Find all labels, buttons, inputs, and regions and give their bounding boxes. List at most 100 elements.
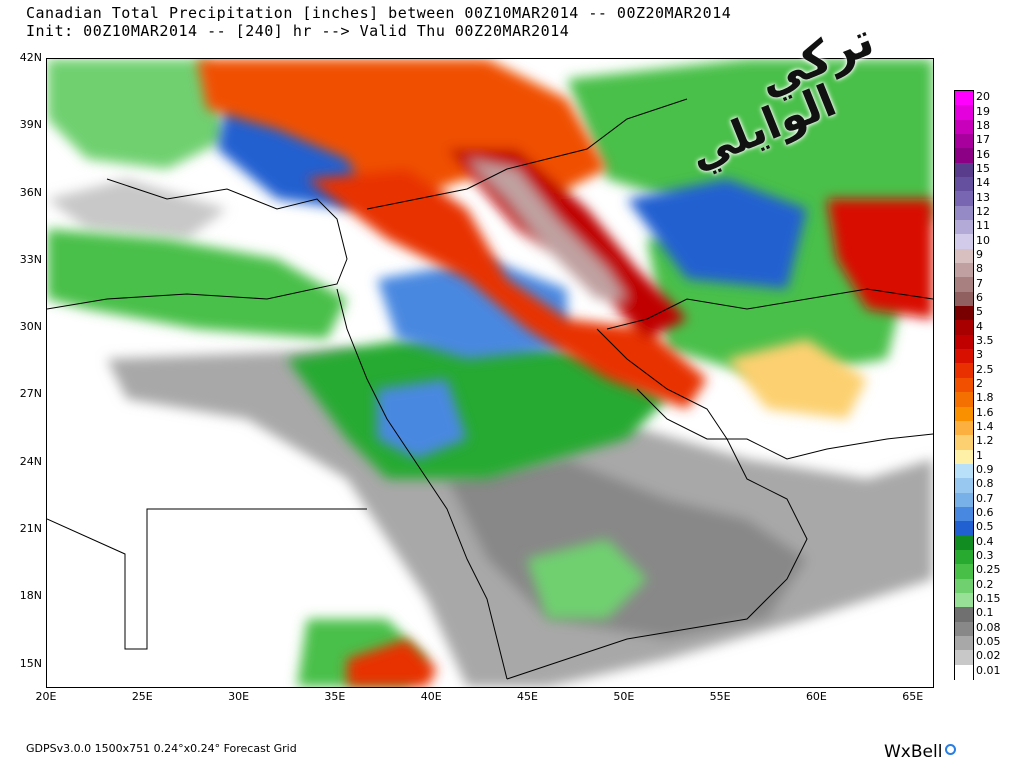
legend-swatch bbox=[955, 521, 973, 537]
legend-swatch bbox=[955, 234, 973, 250]
legend-swatch bbox=[955, 377, 973, 393]
latitude-tick-label: 18N bbox=[19, 589, 42, 603]
legend-swatch bbox=[955, 220, 973, 236]
legend-swatch bbox=[955, 320, 973, 336]
precipitation-map bbox=[46, 58, 934, 688]
legend-label: 0.25 bbox=[976, 563, 1001, 577]
watermark: تركي الوايلي bbox=[676, 12, 926, 194]
brand-logo: WxBell bbox=[884, 742, 957, 762]
brand-dot-icon bbox=[945, 744, 957, 755]
legend-swatch bbox=[955, 492, 973, 508]
legend-swatch bbox=[955, 406, 973, 422]
legend-label: 6 bbox=[976, 290, 983, 304]
legend-label: 2.5 bbox=[976, 362, 994, 376]
light-precip-gray bbox=[47, 179, 933, 687]
legend-swatch bbox=[955, 177, 973, 193]
legend-swatch bbox=[955, 162, 973, 178]
legend-label: 19 bbox=[976, 104, 990, 118]
legend-label: 14 bbox=[976, 176, 990, 190]
legend-label: 0.1 bbox=[976, 606, 994, 620]
legend-label: 16 bbox=[976, 147, 990, 161]
legend-label: 0.5 bbox=[976, 520, 994, 534]
longitude-tick-label: 55E bbox=[709, 690, 731, 703]
legend-label: 0.9 bbox=[976, 463, 994, 477]
legend-label: 0.8 bbox=[976, 477, 994, 491]
legend-swatch bbox=[955, 248, 973, 264]
longitude-tick-label: 30E bbox=[228, 690, 250, 703]
legend-label: 9 bbox=[976, 247, 983, 261]
longitude-tick-label: 20E bbox=[35, 690, 57, 703]
legend-label: 10 bbox=[976, 233, 990, 247]
legend-swatch bbox=[955, 363, 973, 379]
legend-label: 4 bbox=[976, 319, 983, 333]
legend-swatch bbox=[955, 392, 973, 408]
legend-swatch bbox=[955, 578, 973, 594]
legend-label: 0.6 bbox=[976, 506, 994, 520]
legend-swatch bbox=[955, 449, 973, 465]
legend-swatch bbox=[955, 263, 973, 279]
legend-label: 0.01 bbox=[976, 663, 1001, 677]
legend-swatch bbox=[955, 564, 973, 580]
latitude-tick-label: 33N bbox=[19, 252, 42, 266]
legend-label: 15 bbox=[976, 161, 990, 175]
latitude-tick-label: 39N bbox=[19, 118, 42, 132]
legend-swatch bbox=[955, 91, 973, 106]
legend-swatch bbox=[955, 478, 973, 494]
legend-swatch bbox=[955, 664, 973, 680]
legend-label: 3.5 bbox=[976, 333, 994, 347]
legend-label: 5 bbox=[976, 305, 983, 319]
footer-model-info: GDPSv3.0.0 1500x751 0.24°x0.24° Forecast… bbox=[26, 742, 297, 755]
legend-swatch bbox=[955, 435, 973, 451]
legend-label: 0.15 bbox=[976, 592, 1001, 606]
legend-swatch bbox=[955, 334, 973, 350]
legend-label: 0.2 bbox=[976, 577, 994, 591]
legend-swatch bbox=[955, 549, 973, 565]
map-canvas bbox=[47, 59, 933, 687]
legend-swatch bbox=[955, 635, 973, 651]
legend-label: 0.02 bbox=[976, 649, 1001, 663]
legend-label: 0.7 bbox=[976, 491, 994, 505]
legend-label: 12 bbox=[976, 204, 990, 218]
legend-swatch bbox=[955, 134, 973, 150]
legend-swatch bbox=[955, 306, 973, 322]
latitude-tick-label: 36N bbox=[19, 185, 42, 199]
legend-swatch bbox=[955, 277, 973, 293]
latitude-tick-label: 24N bbox=[19, 454, 42, 468]
legend-label: 17 bbox=[976, 133, 990, 147]
legend-swatch bbox=[955, 148, 973, 164]
longitude-tick-label: 35E bbox=[324, 690, 346, 703]
legend-swatch bbox=[955, 607, 973, 623]
latitude-tick-label: 15N bbox=[19, 656, 42, 670]
legend-swatch bbox=[955, 205, 973, 221]
longitude-tick-label: 40E bbox=[420, 690, 442, 703]
legend-swatch bbox=[955, 506, 973, 522]
precip-color-legend bbox=[954, 90, 974, 680]
latitude-tick-label: 42N bbox=[19, 51, 42, 64]
legend-label: 0.4 bbox=[976, 534, 994, 548]
longitude-tick-label: 50E bbox=[613, 690, 635, 703]
very-heavy-precip-red bbox=[197, 59, 933, 687]
legend-label: 1.6 bbox=[976, 405, 994, 419]
legend-label: 1.2 bbox=[976, 434, 994, 448]
longitude-tick-label: 65E bbox=[902, 690, 924, 703]
legend-swatch bbox=[955, 535, 973, 551]
brand-logo-text: WxBell bbox=[884, 742, 943, 762]
legend-swatch bbox=[955, 349, 973, 365]
legend-label: 0.05 bbox=[976, 635, 1001, 649]
legend-label: 13 bbox=[976, 190, 990, 204]
latitude-tick-label: 30N bbox=[19, 320, 42, 334]
legend-swatch bbox=[955, 191, 973, 207]
map-subtitle: Init: 00Z10MAR2014 -- [240] hr --> Valid… bbox=[26, 22, 570, 40]
latitude-tick-label: 21N bbox=[19, 522, 42, 535]
longitude-tick-label: 25E bbox=[131, 690, 153, 703]
legend-swatch bbox=[955, 119, 973, 135]
legend-label: 3 bbox=[976, 348, 983, 362]
legend-label: 1 bbox=[976, 448, 983, 462]
legend-label: 7 bbox=[976, 276, 983, 290]
longitude-tick-label: 60E bbox=[805, 690, 827, 703]
legend-label: 11 bbox=[976, 219, 990, 233]
legend-swatch bbox=[955, 650, 973, 666]
legend-swatch bbox=[955, 291, 973, 307]
latitude-tick-label: 27N bbox=[19, 387, 42, 401]
coastlines-borders bbox=[47, 98, 933, 680]
